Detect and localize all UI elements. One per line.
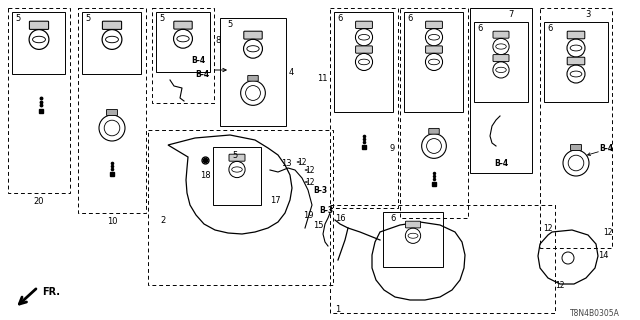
Bar bbox=[400, 8, 468, 218]
Bar bbox=[213, 147, 261, 205]
FancyBboxPatch shape bbox=[356, 21, 372, 28]
Text: 12: 12 bbox=[556, 282, 564, 291]
Text: B-4: B-4 bbox=[195, 69, 209, 78]
Text: 5: 5 bbox=[85, 13, 91, 22]
Bar bbox=[404, 12, 463, 112]
FancyBboxPatch shape bbox=[405, 221, 420, 228]
Bar bbox=[474, 22, 528, 102]
FancyBboxPatch shape bbox=[429, 128, 439, 134]
Text: 6: 6 bbox=[477, 23, 483, 33]
Text: 12: 12 bbox=[305, 178, 315, 187]
Text: 14: 14 bbox=[598, 251, 608, 260]
Text: 19: 19 bbox=[303, 211, 313, 220]
Text: 16: 16 bbox=[335, 213, 346, 222]
FancyBboxPatch shape bbox=[493, 31, 509, 38]
Text: 18: 18 bbox=[200, 171, 211, 180]
Text: 17: 17 bbox=[269, 196, 280, 204]
Text: 5: 5 bbox=[227, 20, 232, 28]
Text: 12: 12 bbox=[297, 157, 307, 166]
Text: 7: 7 bbox=[508, 10, 514, 19]
Text: B-3: B-3 bbox=[313, 186, 327, 195]
FancyBboxPatch shape bbox=[174, 21, 192, 29]
FancyBboxPatch shape bbox=[229, 154, 245, 161]
Bar bbox=[220, 18, 286, 126]
Text: 2: 2 bbox=[161, 215, 166, 225]
Text: 6: 6 bbox=[390, 213, 396, 222]
Text: 1: 1 bbox=[335, 306, 340, 315]
Text: 4: 4 bbox=[289, 68, 294, 76]
Text: 8: 8 bbox=[215, 36, 221, 44]
Text: 12: 12 bbox=[543, 223, 553, 233]
FancyBboxPatch shape bbox=[570, 145, 582, 150]
Bar bbox=[152, 8, 214, 103]
Text: 12: 12 bbox=[305, 165, 315, 174]
Text: 15: 15 bbox=[313, 220, 323, 229]
Bar bbox=[8, 8, 70, 193]
FancyBboxPatch shape bbox=[29, 21, 49, 29]
Bar bbox=[470, 8, 532, 173]
Bar bbox=[383, 212, 443, 267]
Text: 13: 13 bbox=[281, 158, 291, 167]
Text: 6: 6 bbox=[407, 13, 413, 22]
Text: 6: 6 bbox=[337, 13, 342, 22]
FancyBboxPatch shape bbox=[244, 31, 262, 39]
FancyBboxPatch shape bbox=[356, 46, 372, 53]
FancyBboxPatch shape bbox=[102, 21, 122, 29]
Text: B-3: B-3 bbox=[319, 205, 333, 214]
Text: 6: 6 bbox=[547, 23, 553, 33]
FancyBboxPatch shape bbox=[567, 57, 585, 65]
Text: 5: 5 bbox=[15, 13, 20, 22]
Text: FR.: FR. bbox=[42, 287, 60, 297]
Bar bbox=[544, 22, 608, 102]
Text: 20: 20 bbox=[34, 196, 44, 205]
Text: 12: 12 bbox=[604, 228, 612, 236]
FancyBboxPatch shape bbox=[426, 46, 442, 53]
Text: B-4: B-4 bbox=[494, 158, 508, 167]
Text: 3: 3 bbox=[586, 10, 591, 19]
Text: 5: 5 bbox=[159, 13, 164, 22]
Bar bbox=[156, 12, 210, 72]
Bar bbox=[12, 12, 65, 74]
FancyBboxPatch shape bbox=[248, 76, 259, 81]
Text: 11: 11 bbox=[317, 74, 327, 83]
Text: B-4: B-4 bbox=[191, 55, 205, 65]
Bar bbox=[540, 8, 612, 248]
Bar bbox=[330, 205, 555, 313]
Text: 10: 10 bbox=[107, 217, 117, 226]
FancyBboxPatch shape bbox=[567, 31, 585, 39]
Bar bbox=[148, 130, 333, 285]
Text: B-4: B-4 bbox=[599, 143, 613, 153]
Bar bbox=[334, 12, 393, 112]
Bar bbox=[330, 8, 398, 208]
FancyBboxPatch shape bbox=[426, 21, 442, 28]
Text: T8N4B0305A: T8N4B0305A bbox=[570, 308, 620, 317]
Text: 5: 5 bbox=[232, 150, 237, 159]
Text: 9: 9 bbox=[389, 143, 395, 153]
Bar bbox=[82, 12, 141, 74]
FancyBboxPatch shape bbox=[106, 109, 118, 116]
Bar bbox=[78, 8, 146, 213]
FancyBboxPatch shape bbox=[493, 55, 509, 62]
